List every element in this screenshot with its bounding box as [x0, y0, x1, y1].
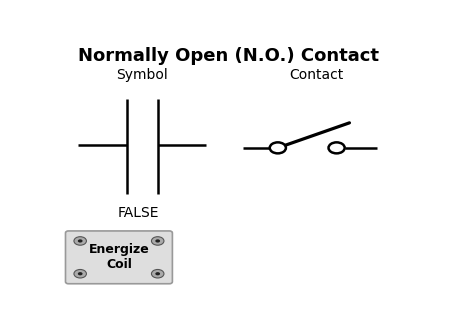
- FancyBboxPatch shape: [65, 231, 173, 284]
- Circle shape: [78, 272, 82, 275]
- Circle shape: [270, 142, 286, 153]
- Text: Energize
Coil: Energize Coil: [89, 243, 149, 271]
- Circle shape: [155, 239, 160, 242]
- Circle shape: [152, 269, 164, 278]
- Circle shape: [155, 272, 160, 275]
- Circle shape: [74, 269, 86, 278]
- Circle shape: [152, 237, 164, 245]
- Text: Symbol: Symbol: [116, 68, 168, 82]
- Circle shape: [78, 239, 82, 242]
- Text: FALSE: FALSE: [118, 206, 159, 220]
- Circle shape: [74, 237, 86, 245]
- Text: Contact: Contact: [289, 68, 344, 82]
- Circle shape: [328, 142, 345, 153]
- Text: Normally Open (N.O.) Contact: Normally Open (N.O.) Contact: [78, 46, 379, 64]
